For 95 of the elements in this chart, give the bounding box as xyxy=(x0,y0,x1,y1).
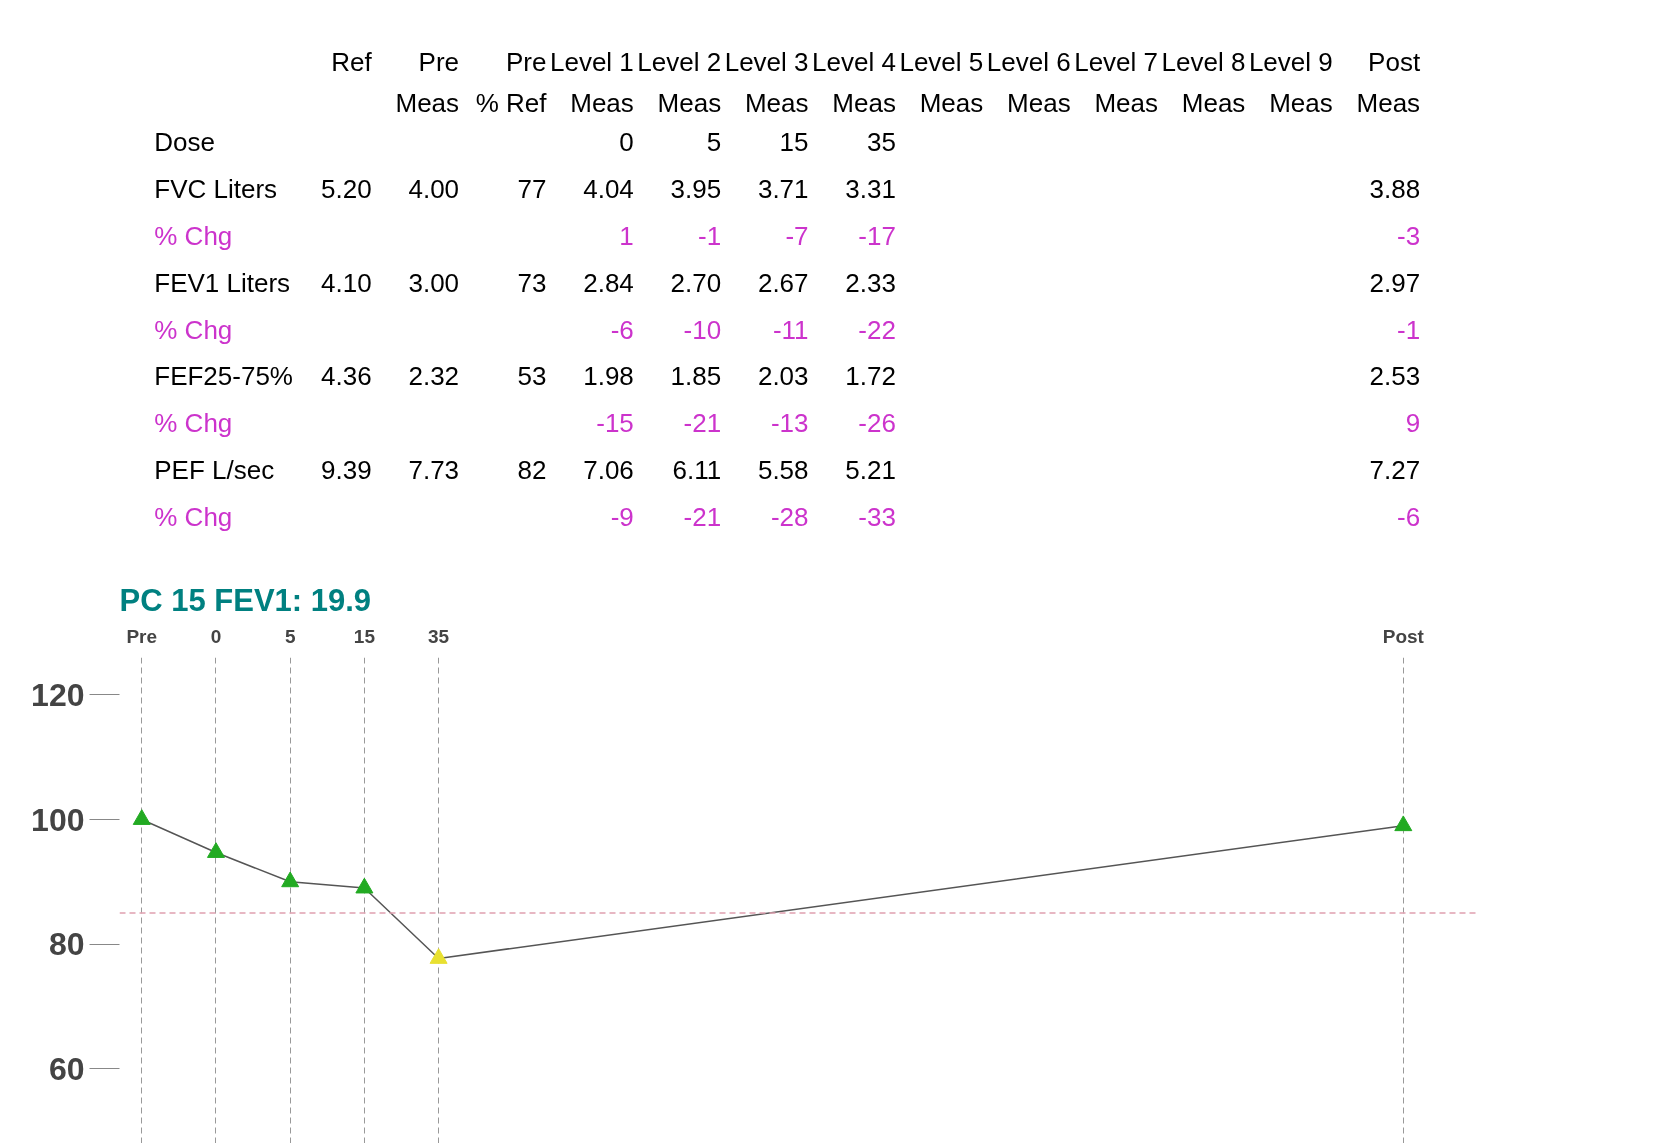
y-tick-label: 80 xyxy=(48,926,85,963)
category-label: Level 9 Meas xyxy=(1248,46,1333,118)
text: -3 xyxy=(1396,220,1421,251)
text: 7.06 xyxy=(583,455,634,486)
point xyxy=(355,877,374,894)
text: 1.72 xyxy=(845,361,896,392)
text: -15 xyxy=(596,408,634,439)
text: 2.67 xyxy=(757,267,809,298)
category-label: % Chg xyxy=(154,314,233,345)
text: 5.20 xyxy=(321,173,372,204)
category-label: % Chg xyxy=(154,408,233,439)
text: 1.85 xyxy=(670,361,722,392)
category-label: FEF25-75% xyxy=(154,361,293,392)
text: 1 xyxy=(619,220,634,251)
text: 3.95 xyxy=(670,173,722,204)
point xyxy=(1394,815,1413,832)
chart-title: PC 15 FEV1: 19.9 xyxy=(119,582,372,618)
category-label: Level 5 Meas xyxy=(899,46,984,118)
category-label: FEV1 Liters xyxy=(154,267,291,298)
text: 73 xyxy=(517,267,547,298)
text: 3.71 xyxy=(757,173,809,204)
text: -28 xyxy=(770,502,809,533)
text: 7.73 xyxy=(408,455,460,486)
category-label: PEF L/sec xyxy=(154,455,275,486)
category-label: Post Meas xyxy=(1356,46,1421,118)
text: 3.00 xyxy=(408,267,460,298)
text: -7 xyxy=(785,220,809,251)
text: 5.21 xyxy=(845,455,896,486)
x-tick-label: 35 xyxy=(428,625,450,647)
text: -33 xyxy=(858,502,896,533)
text: -17 xyxy=(858,220,896,251)
text: 2.53 xyxy=(1369,361,1421,392)
text: -11 xyxy=(772,314,809,345)
text: 0 xyxy=(619,127,634,158)
text: -10 xyxy=(683,314,722,345)
category-label: Level 8 Meas xyxy=(1161,46,1246,118)
x-tick-label: 5 xyxy=(284,625,296,647)
text: 9.39 xyxy=(321,455,372,486)
point xyxy=(132,809,151,825)
category-label: Level 1 Meas xyxy=(549,46,634,118)
x-tick-label: Pre xyxy=(126,625,158,647)
category-label: Level 7 Meas xyxy=(1074,46,1159,118)
text: -1 xyxy=(698,220,722,251)
x-tick-label: Post xyxy=(1382,625,1425,647)
text: 2.03 xyxy=(757,361,809,392)
x-tick-label: 0 xyxy=(210,625,222,647)
text: 5 xyxy=(706,127,722,158)
text: -6 xyxy=(610,314,634,345)
y-tick-label: 100 xyxy=(31,801,85,838)
text: 4.36 xyxy=(321,361,372,392)
text: 53 xyxy=(517,361,547,392)
text: 77 xyxy=(517,173,547,204)
point xyxy=(429,948,448,964)
category-label: Level 3 Meas xyxy=(724,46,809,118)
text: 4.04 xyxy=(583,173,634,204)
text: 6.11 xyxy=(672,455,722,486)
point xyxy=(206,842,225,858)
text: 3.88 xyxy=(1369,173,1421,204)
text: 2.32 xyxy=(408,361,460,392)
category-label: % Chg xyxy=(154,220,233,251)
text: 9 xyxy=(1405,408,1421,439)
text: -9 xyxy=(610,502,634,533)
category-label: Level 2 Meas xyxy=(637,46,722,118)
y-tick-label: 60 xyxy=(48,1050,85,1087)
text: 4.10 xyxy=(321,267,372,298)
text: 4.00 xyxy=(408,173,460,204)
category-label: Pre Meas xyxy=(395,46,460,118)
category-label: Dose xyxy=(154,127,215,158)
text: -6 xyxy=(1396,502,1421,533)
text: -26 xyxy=(858,408,896,439)
category-label: Level 6 Meas xyxy=(986,46,1071,118)
text: 5.58 xyxy=(757,455,809,486)
text: -21 xyxy=(683,408,722,439)
point xyxy=(281,871,300,888)
y-tick-label: 120 xyxy=(31,676,85,713)
x-tick-label: 15 xyxy=(353,625,376,647)
category-label: Pre % Ref xyxy=(475,46,548,118)
text: 2.84 xyxy=(583,267,634,298)
text: 15 xyxy=(779,127,809,158)
category-label: Ref xyxy=(331,46,373,77)
text: 2.33 xyxy=(845,267,896,298)
text: -13 xyxy=(770,408,809,439)
text: 2.70 xyxy=(670,267,722,298)
text: 1.98 xyxy=(583,361,634,392)
text: 7.27 xyxy=(1369,455,1421,486)
category-label: Level 4 Meas xyxy=(812,46,896,118)
text: -22 xyxy=(858,314,896,345)
text: 82 xyxy=(517,455,547,486)
text: -1 xyxy=(1396,314,1421,345)
category-label: FVC Liters xyxy=(154,173,278,204)
text: 3.31 xyxy=(845,173,896,204)
text: 35 xyxy=(866,127,896,158)
text: -21 xyxy=(683,502,722,533)
text: 2.97 xyxy=(1369,267,1421,298)
category-label: % Chg xyxy=(154,502,233,533)
